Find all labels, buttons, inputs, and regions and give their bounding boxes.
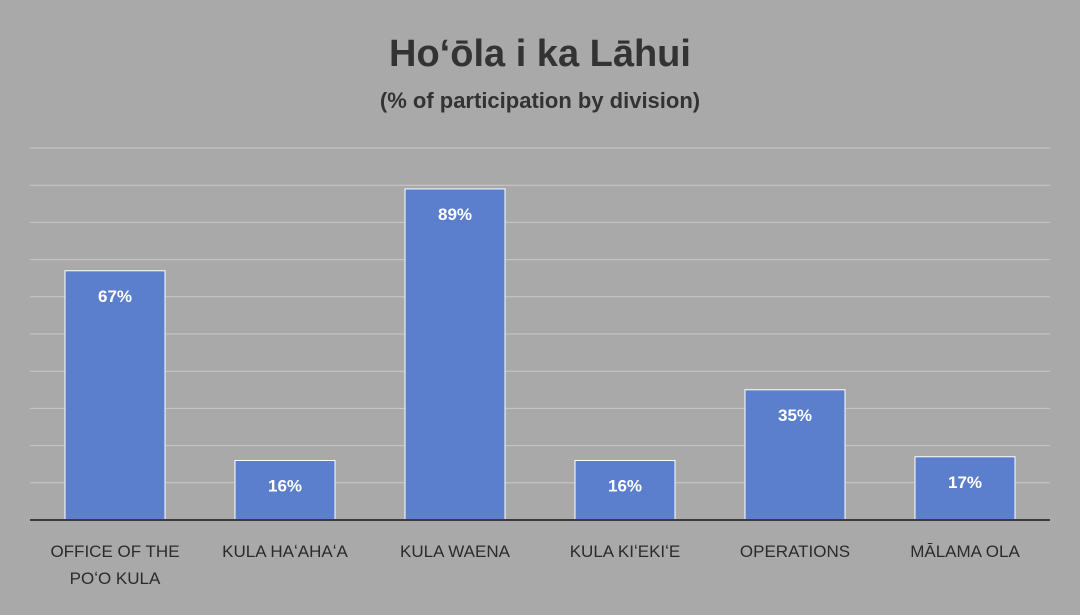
data-label: 16% <box>608 476 642 495</box>
data-label: 89% <box>438 205 472 224</box>
category-label: OFFICE OF THE <box>50 542 179 561</box>
data-labels: 67% 16% 89% 16% 35% 17% <box>98 205 982 496</box>
data-label: 16% <box>268 476 302 495</box>
data-label: 35% <box>778 406 812 425</box>
bar <box>64 270 166 521</box>
category-label: KULA KIʻEKIʻE <box>570 542 681 561</box>
category-label: KULA HAʻAHAʻA <box>222 542 348 561</box>
category-label: POʻO KULA <box>70 569 161 588</box>
category-labels: OFFICE OF THE POʻO KULA KULA HAʻAHAʻA KULA … <box>50 542 1020 588</box>
data-label: 17% <box>948 473 982 492</box>
bar <box>744 389 846 521</box>
category-label: KULA WAENA <box>400 542 511 561</box>
data-label: 67% <box>98 287 132 306</box>
gridlines <box>30 147 1050 484</box>
bar <box>404 188 506 521</box>
bar <box>234 459 336 521</box>
category-label: OPERATIONS <box>740 542 850 561</box>
bars <box>64 188 1016 521</box>
chart-subtitle: (% of participation by division) <box>380 88 700 113</box>
category-label: MĀLAMA OLA <box>910 542 1020 561</box>
chart-title: Hoʻōla i ka Lāhui <box>389 33 691 75</box>
